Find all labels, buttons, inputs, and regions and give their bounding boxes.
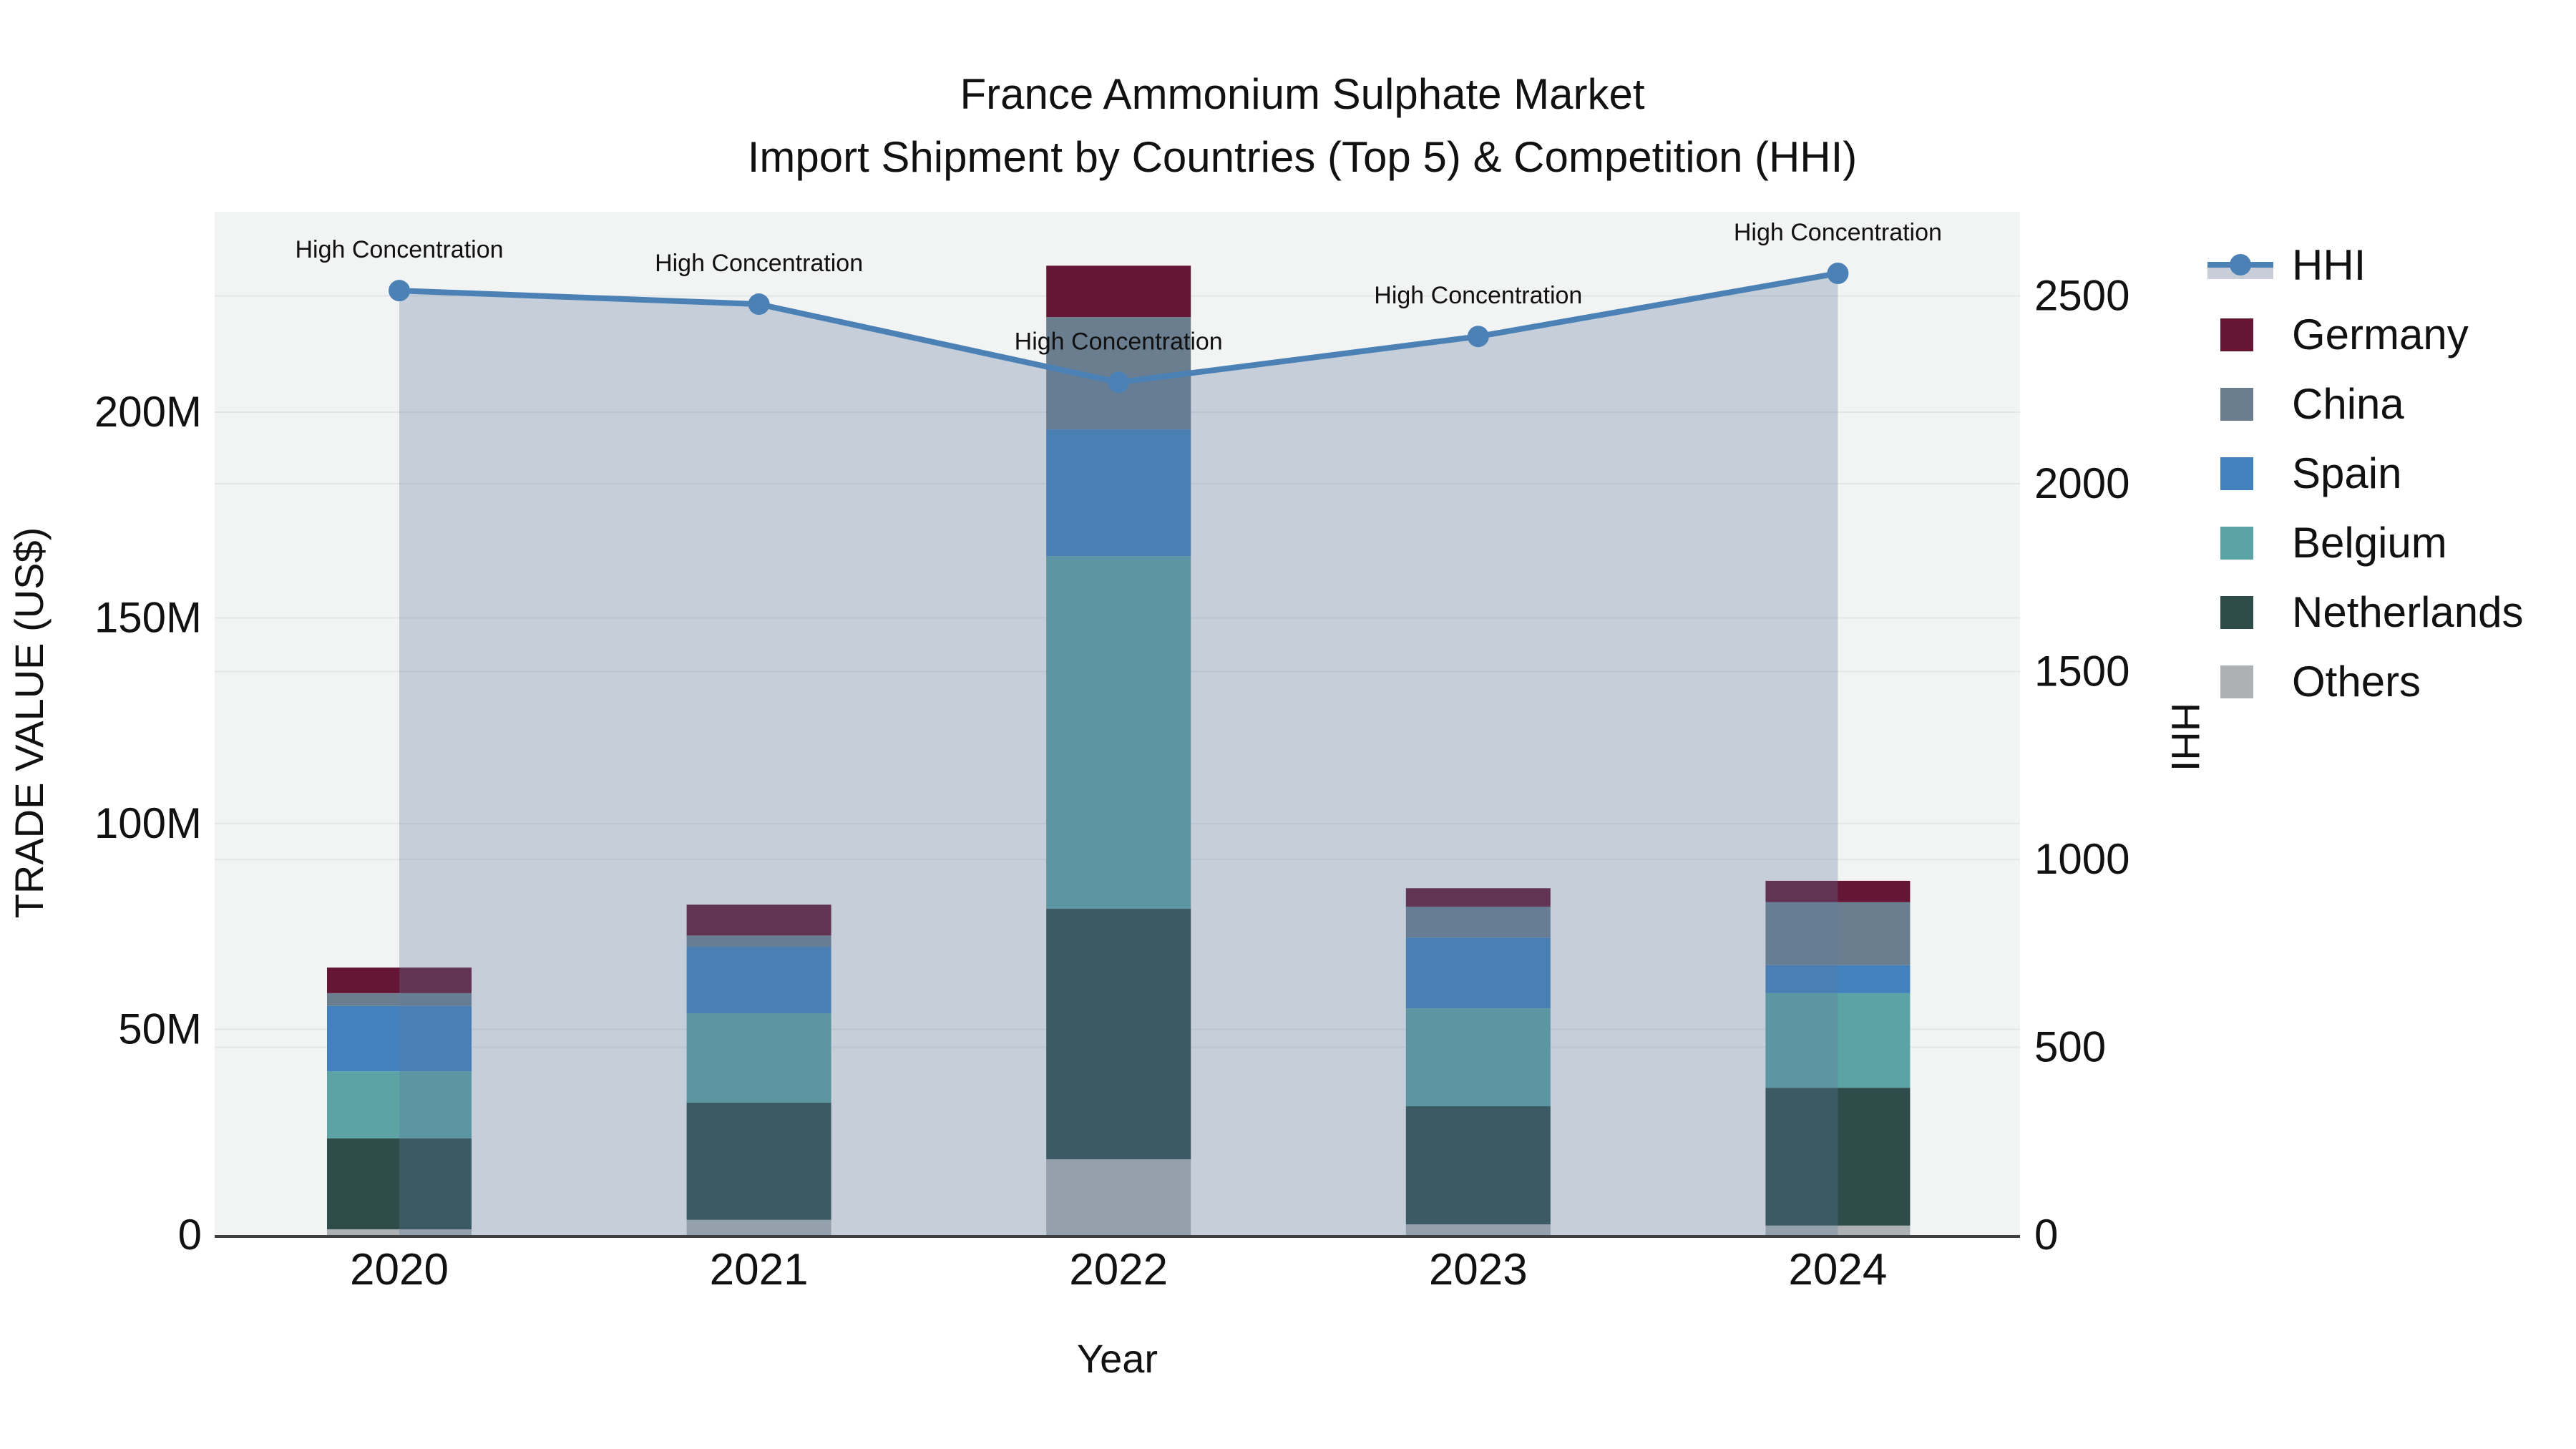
- bar-segment-2021-germany[interactable]: [686, 904, 831, 936]
- x-tick-2021: 2021: [710, 1245, 809, 1294]
- bar-segment-2024-others[interactable]: [1765, 1225, 1911, 1235]
- legend-item-netherlands[interactable]: Netherlands: [2207, 577, 2524, 647]
- bar-segment-2024-netherlands[interactable]: [1765, 1088, 1911, 1226]
- legend-color-swatch-icon: [2207, 526, 2273, 560]
- annotation-high-concentration-2022: High Concentration: [1015, 328, 1223, 355]
- bar-segment-2020-netherlands[interactable]: [327, 1138, 472, 1229]
- legend-box-germany: [2220, 318, 2253, 351]
- y-left-tick-150M: 150M: [94, 594, 202, 642]
- bar-segment-2024-belgium[interactable]: [1765, 992, 1911, 1088]
- hhi-marker-2020[interactable]: [389, 280, 410, 302]
- bar-segment-2023-spain[interactable]: [1405, 937, 1551, 1009]
- legend-box-others: [2220, 665, 2253, 698]
- y-right-tick-500: 500: [2034, 1023, 2106, 1071]
- legend-label-netherlands: Netherlands: [2292, 588, 2524, 636]
- x-tick-2022: 2022: [1069, 1245, 1168, 1294]
- legend-box-spain: [2220, 457, 2253, 490]
- hhi-marker-2021[interactable]: [748, 293, 770, 316]
- y-left-tick-50M: 50M: [118, 1005, 202, 1053]
- bar-segment-2022-belgium[interactable]: [1046, 556, 1191, 909]
- legend-item-germany[interactable]: Germany: [2207, 300, 2524, 369]
- y-right-tick-1500: 1500: [2034, 648, 2129, 696]
- annotation-high-concentration-2021: High Concentration: [655, 250, 863, 277]
- legend-color-swatch-icon: [2207, 318, 2273, 351]
- bar-segment-2024-germany[interactable]: [1765, 880, 1911, 902]
- x-tick-2020: 2020: [350, 1245, 449, 1294]
- bar-segment-2024-spain[interactable]: [1765, 965, 1911, 993]
- bar-segment-2022-netherlands[interactable]: [1046, 909, 1191, 1160]
- legend-color-swatch-icon: [2207, 665, 2273, 698]
- bar-segment-2020-spain[interactable]: [327, 1005, 472, 1072]
- y-right-tick-2000: 2000: [2034, 459, 2129, 507]
- bar-segment-2021-spain[interactable]: [686, 947, 831, 1014]
- bar-segment-2022-germany[interactable]: [1046, 265, 1191, 318]
- annotation-high-concentration-2023: High Concentration: [1374, 282, 1582, 309]
- bar-segment-2023-belgium[interactable]: [1405, 1008, 1551, 1107]
- hhi-marker-2023[interactable]: [1467, 326, 1489, 348]
- bar-segment-2021-china[interactable]: [686, 935, 831, 947]
- x-axis-title: Year: [1077, 1336, 1158, 1381]
- bar-segment-2021-belgium[interactable]: [686, 1013, 831, 1103]
- annotation-high-concentration-2024: High Concentration: [1734, 219, 1942, 246]
- legend-label-germany: Germany: [2292, 311, 2469, 358]
- y-right-tick-0: 0: [2034, 1211, 2058, 1259]
- chart-title: France Ammonium Sulphate Market Import S…: [0, 63, 2576, 189]
- bar-segment-2021-netherlands[interactable]: [686, 1102, 831, 1220]
- chart-title-line2: Import Shipment by Countries (Top 5) & C…: [747, 133, 1858, 181]
- bar-segment-2024-china[interactable]: [1765, 902, 1911, 965]
- bar-segment-2020-belgium[interactable]: [327, 1071, 472, 1138]
- y-left-tick-0: 0: [178, 1211, 202, 1259]
- x-tick-2024: 2024: [1788, 1245, 1887, 1294]
- annotation-high-concentration-2020: High Concentration: [295, 236, 503, 263]
- legend-box-netherlands: [2220, 595, 2253, 629]
- legend-box-china: [2220, 387, 2253, 421]
- y-right-tick-2500: 2500: [2034, 272, 2129, 320]
- legend-label-spain: Spain: [2292, 449, 2402, 497]
- bar-segment-2020-others[interactable]: [327, 1229, 472, 1235]
- hhi-marker-2024[interactable]: [1827, 263, 1849, 284]
- hhi-area-fill: [399, 273, 1838, 1235]
- bar-segment-2021-others[interactable]: [686, 1219, 831, 1235]
- legend-item-belgium[interactable]: Belgium: [2207, 508, 2524, 577]
- bar-segment-2023-china[interactable]: [1405, 907, 1551, 938]
- legend-label-hhi: HHI: [2292, 241, 2366, 289]
- legend-color-swatch-icon: [2207, 387, 2273, 421]
- legend-item-others[interactable]: Others: [2207, 647, 2524, 716]
- x-tick-2023: 2023: [1429, 1245, 1528, 1294]
- bar-segment-2022-spain[interactable]: [1046, 429, 1191, 557]
- y-left-tick-100M: 100M: [94, 799, 202, 847]
- legend-item-hhi[interactable]: HHI: [2207, 230, 2524, 300]
- bar-segment-2023-others[interactable]: [1405, 1224, 1551, 1235]
- y-right-tick-1000: 1000: [2034, 835, 2129, 883]
- legend-hhi-line-swatch-icon: [2207, 249, 2273, 282]
- legend-item-china[interactable]: China: [2207, 369, 2524, 439]
- y-left-tick-200M: 200M: [94, 388, 202, 436]
- legend-item-spain[interactable]: Spain: [2207, 439, 2524, 508]
- legend-color-swatch-icon: [2207, 457, 2273, 490]
- bar-segment-2022-others[interactable]: [1046, 1159, 1191, 1235]
- chart-title-line1: France Ammonium Sulphate Market: [960, 70, 1645, 118]
- hhi-marker-swatch: [2230, 253, 2251, 275]
- y-right-axis-title: HHI: [2163, 703, 2208, 771]
- bar-segment-2023-netherlands[interactable]: [1405, 1106, 1551, 1225]
- bar-segment-2020-china[interactable]: [327, 992, 472, 1006]
- hhi-marker-2022[interactable]: [1108, 371, 1130, 394]
- legend-label-belgium: Belgium: [2292, 519, 2447, 567]
- bar-segment-2023-germany[interactable]: [1405, 888, 1551, 907]
- legend: HHI Germany China Spain Belgium Netherlands Ot…: [2207, 230, 2524, 716]
- legend-label-others: Others: [2292, 658, 2421, 706]
- legend-label-china: China: [2292, 380, 2404, 428]
- y-left-axis-title: TRADE VALUE (US$): [6, 527, 52, 919]
- legend-color-swatch-icon: [2207, 595, 2273, 629]
- legend-box-belgium: [2220, 526, 2253, 560]
- bar-segment-2020-germany[interactable]: [327, 967, 472, 993]
